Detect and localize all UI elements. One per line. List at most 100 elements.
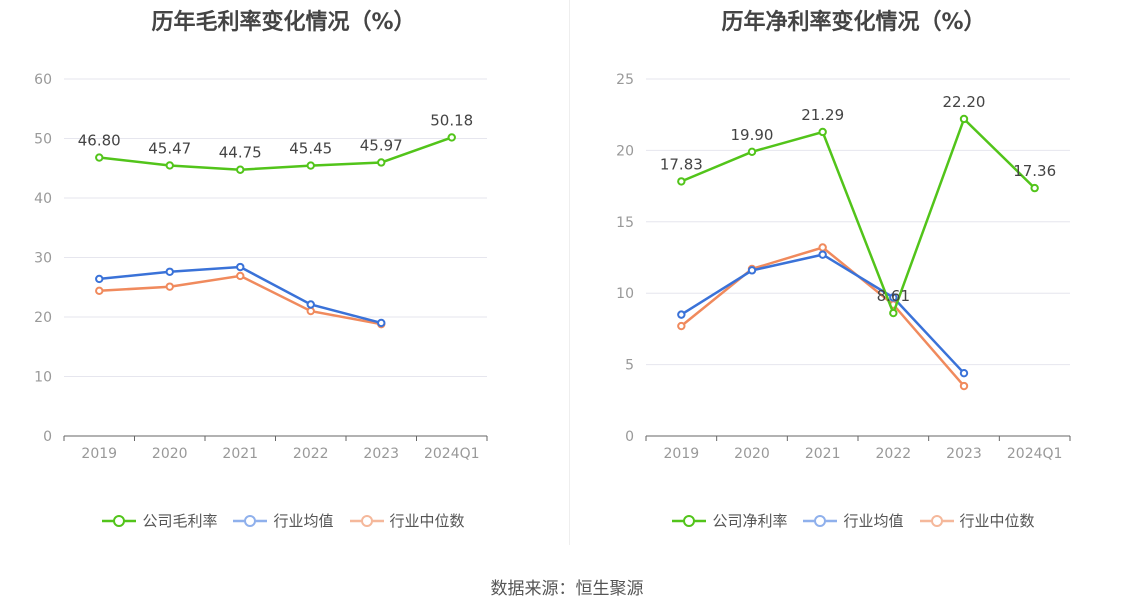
x-tick-label: 2021 — [222, 446, 258, 462]
data-label: 8.61 — [877, 287, 910, 305]
legend-swatch-icon — [672, 514, 707, 527]
legend-swatch-marker — [113, 514, 126, 527]
legend-swatch-icon — [102, 514, 137, 527]
data-point — [95, 274, 104, 284]
legend-label: 行业均值 — [273, 512, 334, 530]
series-line — [680, 246, 965, 387]
data-point — [377, 158, 386, 167]
x-tick-label: 2019 — [664, 446, 700, 462]
data-label: 21.29 — [801, 106, 844, 124]
data-point — [677, 321, 686, 331]
data-label: 19.90 — [731, 126, 774, 144]
x-tick-label: 2020 — [152, 446, 188, 462]
data-label: 46.80 — [78, 132, 121, 150]
y-tick-label: 0 — [625, 429, 634, 445]
legend-item[interactable]: 公司净利率 — [672, 510, 787, 531]
net-margin-legend: 公司净利率 行业均值 行业中位数 — [570, 510, 1134, 532]
x-tick-label: 2023 — [363, 446, 399, 462]
data-point — [377, 318, 386, 328]
legend-item[interactable]: 行业均值 — [233, 510, 334, 531]
data-point — [818, 243, 827, 252]
legend-label: 行业均值 — [843, 512, 904, 530]
data-point — [677, 310, 686, 319]
x-tick-label: 2024Q1 — [1007, 446, 1063, 462]
y-tick-label: 20 — [34, 310, 52, 326]
y-tick-label: 0 — [43, 429, 52, 445]
legend-item[interactable]: 公司毛利率 — [102, 510, 217, 531]
series-line — [680, 253, 965, 375]
net-margin-chart-title: 历年净利率变化情况（%） — [721, 10, 986, 35]
data-label: 45.47 — [148, 139, 191, 157]
gross-margin-plot: 0 10 20 30 40 50 60 2019 2020 2021 2022 2023 2024Q1 4… — [34, 72, 488, 462]
net-margin-chart: 历年净利率变化情况（%） 0 5 10 15 20 25 2019 2020 2021 2022 2… — [570, 0, 1134, 560]
legend-swatch-icon — [349, 514, 384, 527]
data-point — [747, 147, 757, 157]
y-tick-label: 40 — [34, 191, 52, 207]
data-point — [747, 266, 757, 275]
data-point — [165, 282, 174, 291]
data-label: 45.97 — [360, 136, 403, 154]
legend-swatch-marker — [244, 514, 257, 527]
legend-swatch-icon — [919, 514, 954, 527]
y-tick-label: 5 — [625, 358, 634, 374]
data-point — [165, 161, 174, 170]
legend-swatch-icon — [803, 514, 838, 527]
data-point — [95, 286, 104, 296]
data-point — [889, 308, 898, 318]
series-line — [680, 116, 1036, 317]
y-tick-label: 30 — [34, 251, 52, 267]
legend-label: 公司净利率 — [712, 512, 788, 530]
data-point — [677, 177, 686, 186]
y-tick-label: 50 — [34, 132, 52, 148]
y-tick-label: 10 — [616, 286, 634, 302]
data-point — [818, 127, 827, 137]
x-tick-label: 2020 — [734, 446, 770, 462]
data-point — [889, 293, 898, 302]
data-point — [306, 161, 315, 170]
data-point — [306, 306, 315, 316]
series-line — [99, 136, 453, 171]
gross-margin-chart-title: 历年毛利率变化情况（%） — [151, 10, 416, 35]
legend-swatch-marker — [814, 514, 827, 527]
legend-swatch-marker — [683, 514, 696, 527]
data-point — [236, 262, 245, 272]
legend-item[interactable]: 行业中位数 — [919, 510, 1035, 531]
legend-item[interactable]: 行业均值 — [803, 510, 904, 531]
data-point — [165, 267, 174, 276]
net-margin-plot: 0 5 10 15 20 25 2019 2020 2021 2022 2023 2024Q1 17.8… — [616, 72, 1071, 462]
data-point — [818, 250, 827, 259]
x-tick-label: 2024Q1 — [424, 446, 480, 462]
y-tick-label: 60 — [34, 72, 52, 88]
y-tick-label: 20 — [616, 143, 634, 159]
legend-label: 行业中位数 — [389, 512, 465, 530]
data-source-label: 数据来源：恒生聚源 — [490, 579, 644, 599]
legend-swatch-marker — [360, 514, 373, 527]
data-label: 50.18 — [430, 111, 473, 129]
x-tick-label: 2019 — [81, 446, 117, 462]
legend-label: 公司毛利率 — [142, 512, 218, 530]
data-point — [959, 368, 969, 378]
legend-swatch-marker — [930, 514, 943, 527]
data-point — [959, 114, 969, 124]
x-tick-label: 2023 — [946, 446, 982, 462]
data-point — [236, 165, 245, 174]
data-point — [1030, 183, 1039, 193]
data-label: 17.83 — [660, 155, 703, 173]
data-point — [306, 300, 315, 309]
data-point — [236, 271, 245, 281]
data-label: 22.20 — [943, 93, 986, 111]
gross-margin-chart: 历年毛利率变化情况（%） 0 10 20 30 40 50 60 2019 2020 2021 20… — [0, 0, 567, 560]
gross-margin-legend: 公司毛利率 行业均值 行业中位数 — [0, 510, 567, 532]
data-label: 44.75 — [219, 144, 262, 162]
x-tick-label: 2022 — [876, 446, 912, 462]
data-point — [447, 133, 456, 142]
panel-divider — [569, 0, 570, 545]
legend-label: 行业中位数 — [959, 512, 1035, 530]
y-tick-label: 15 — [616, 215, 634, 231]
data-label: 45.45 — [289, 140, 332, 158]
y-tick-label: 25 — [616, 72, 634, 88]
x-tick-label: 2021 — [805, 446, 841, 462]
legend-swatch-icon — [233, 514, 268, 527]
x-tick-label: 2022 — [293, 446, 329, 462]
legend-item[interactable]: 行业中位数 — [349, 510, 465, 531]
